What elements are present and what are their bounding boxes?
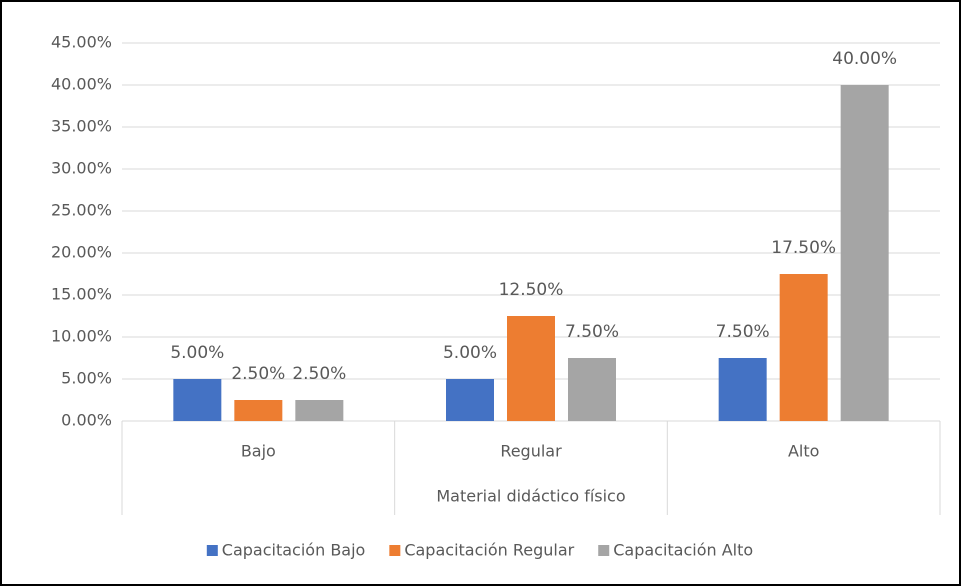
y-tick-label: 15.00% — [51, 285, 112, 304]
data-label: 5.00% — [170, 343, 224, 363]
bar — [779, 274, 828, 421]
data-label: 2.50% — [292, 364, 346, 384]
bar — [840, 85, 889, 421]
bar — [173, 379, 222, 421]
y-tick-label: 0.00% — [61, 411, 112, 430]
legend-swatch — [389, 545, 401, 556]
y-tick-label: 20.00% — [51, 243, 112, 262]
data-label: 5.00% — [443, 343, 497, 363]
x-tick-label: Alto — [788, 442, 819, 461]
data-label: 17.50% — [771, 238, 836, 258]
y-tick-label: 30.00% — [51, 159, 112, 178]
bar — [234, 400, 283, 421]
bar — [568, 358, 616, 421]
y-tick-label: 45.00% — [51, 33, 112, 52]
y-tick-label: 10.00% — [51, 327, 112, 346]
legend-swatch — [598, 545, 610, 556]
data-label: 12.50% — [499, 280, 564, 300]
y-tick-label: 35.00% — [51, 117, 112, 136]
bar — [295, 400, 344, 421]
bar — [718, 358, 767, 421]
y-tick-label: 5.00% — [61, 369, 112, 388]
x-axis-title: Material didáctico físico — [436, 487, 625, 506]
legend-label: Capacitación Alto — [613, 541, 753, 560]
data-label: 40.00% — [832, 49, 897, 69]
data-label: 2.50% — [231, 364, 285, 384]
data-label: 7.50% — [565, 322, 619, 342]
bar — [446, 379, 494, 421]
x-tick-label: Regular — [500, 442, 562, 461]
legend-label: Capacitación Bajo — [222, 541, 366, 560]
bar — [507, 316, 555, 421]
legend-label: Capacitación Regular — [404, 541, 574, 560]
y-tick-label: 25.00% — [51, 201, 112, 220]
legend-swatch — [206, 545, 218, 556]
data-label: 7.50% — [716, 322, 770, 342]
x-tick-label: Bajo — [241, 442, 276, 461]
y-tick-label: 40.00% — [51, 75, 112, 94]
